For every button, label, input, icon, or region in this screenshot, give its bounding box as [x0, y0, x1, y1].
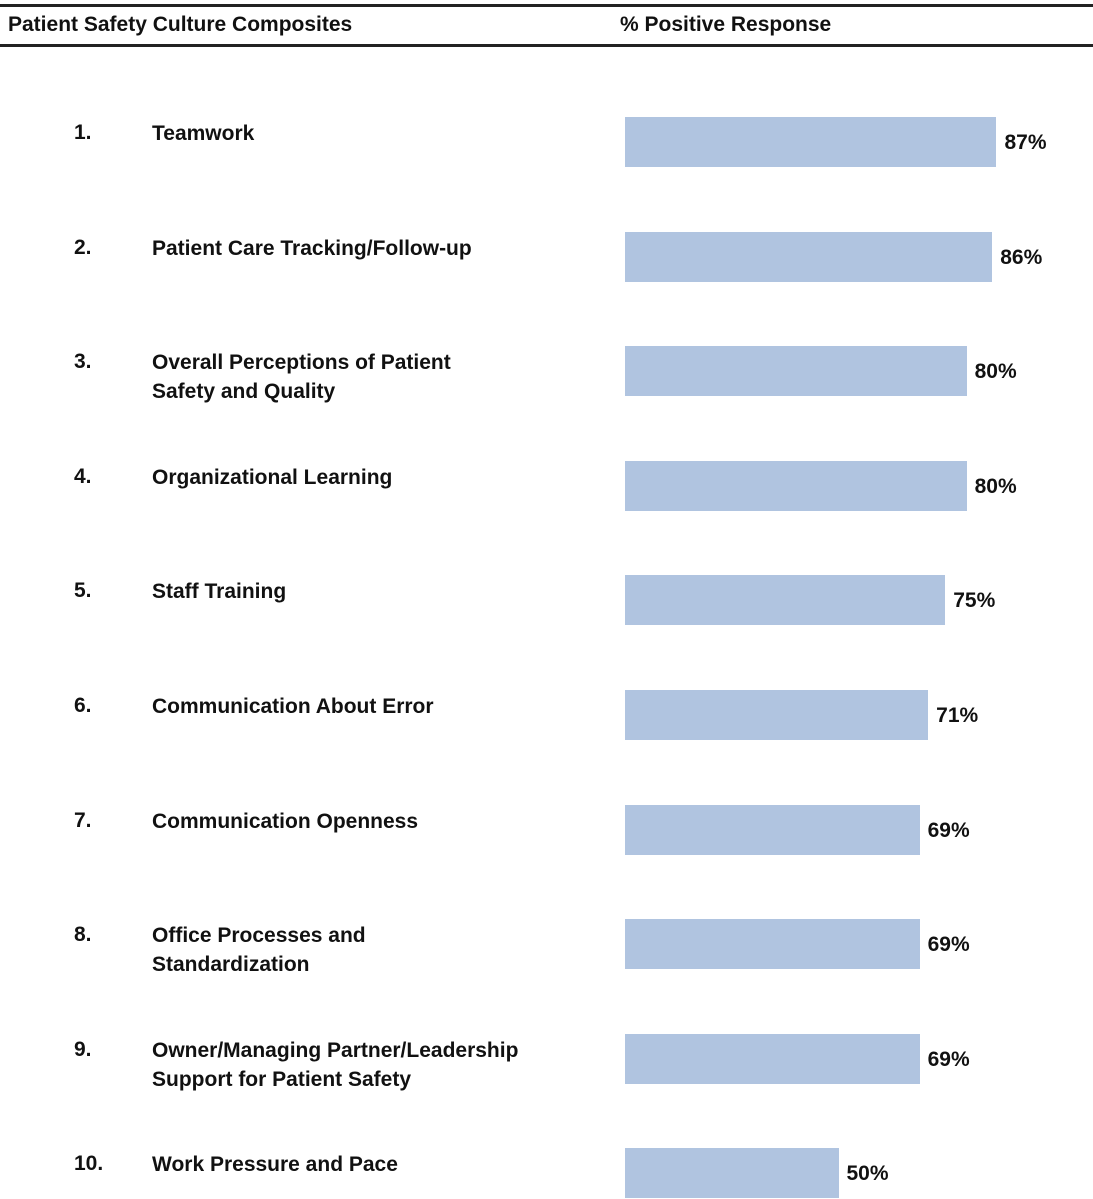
category-label: Staff Training: [152, 580, 287, 604]
header-rule: [0, 44, 1093, 47]
value-label: 87%: [1004, 131, 1047, 154]
bar: [625, 919, 920, 970]
value-label: 86%: [1000, 245, 1043, 269]
item-number: 1.: [74, 121, 92, 144]
item-number: 10.: [74, 1152, 104, 1176]
item-number: 6.: [74, 694, 92, 717]
item-number: 4.: [74, 464, 92, 488]
category-label: Owner/Managing Partner/Leadership Suppor…: [152, 1038, 519, 1091]
bar: [625, 575, 946, 626]
category-label: Organizational Learning: [152, 465, 393, 489]
value-label: 71%: [936, 704, 979, 727]
bar: [625, 346, 967, 397]
value-label: 69%: [927, 933, 970, 957]
bar: [625, 460, 967, 511]
category-label: Office Processes and Standardization: [152, 924, 366, 977]
category-label: Communication About Error: [152, 695, 434, 718]
value-label: 80%: [974, 474, 1017, 498]
category-label: Work Pressure and Pace: [152, 1153, 398, 1177]
bar: [625, 117, 997, 167]
value-label: 80%: [974, 360, 1017, 384]
item-number: 7.: [74, 808, 92, 832]
category-label: Patient Care Tracking/Follow-up: [152, 236, 472, 260]
item-number: 3.: [74, 350, 92, 374]
item-number: 2.: [74, 235, 92, 259]
value-label: 69%: [927, 818, 970, 842]
bar: [625, 1148, 839, 1199]
bar: [625, 804, 920, 855]
column-header: Patient Safety Culture Composites: [8, 13, 353, 36]
bar: [625, 231, 993, 282]
value-label: 75%: [953, 589, 996, 613]
category-label: Communication Openness: [152, 809, 419, 833]
item-number: 9.: [74, 1037, 92, 1061]
category-label: Overall Perceptions of Patient Safety an…: [152, 351, 451, 404]
column-header: % Positive Response: [620, 13, 832, 36]
category-label: Teamwork: [152, 122, 255, 145]
bar: [625, 1033, 920, 1084]
item-number: 5.: [74, 579, 92, 603]
item-number: 8.: [74, 923, 92, 947]
value-label: 50%: [846, 1162, 889, 1186]
value-label: 69%: [927, 1047, 970, 1071]
top-rule: [0, 4, 1093, 7]
bar: [625, 690, 929, 740]
